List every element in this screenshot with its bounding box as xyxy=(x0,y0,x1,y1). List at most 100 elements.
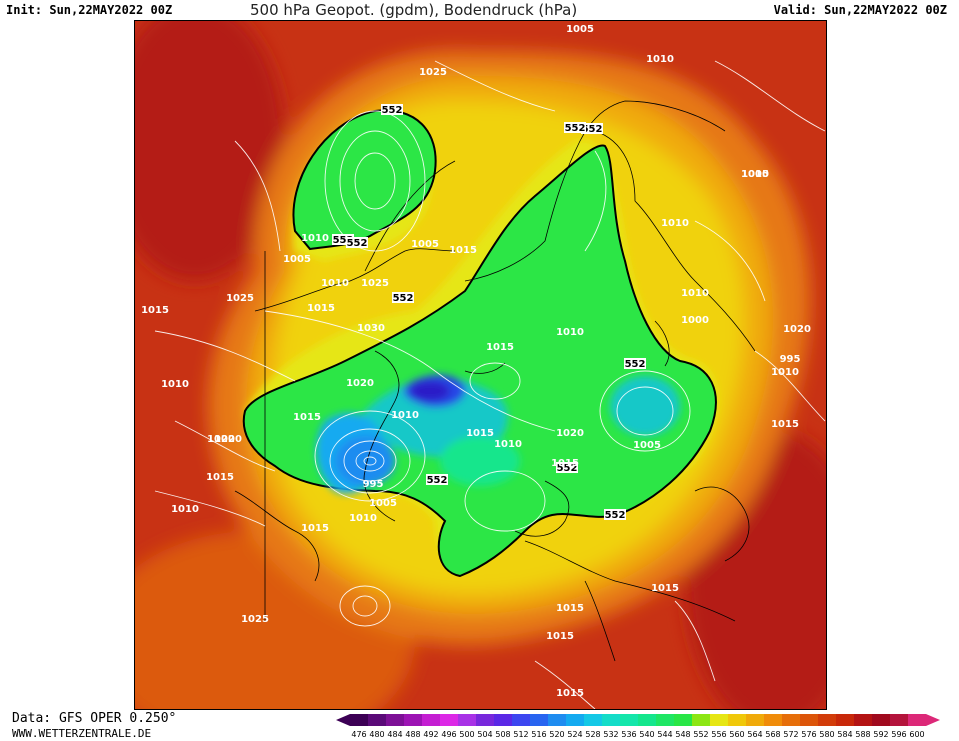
colorbar-tick-label: 496 xyxy=(441,730,456,739)
isobar-label: 1025 xyxy=(241,614,269,625)
colorbar-tick-label: 540 xyxy=(639,730,654,739)
colorbar-tick-label: 536 xyxy=(621,730,636,739)
isobar-label: 1025 xyxy=(361,278,389,289)
colorbar-tick-label: 532 xyxy=(603,730,618,739)
colorbar-swatch xyxy=(404,714,422,726)
colorbar-swatch xyxy=(386,714,404,726)
colorbar-tick-label: 548 xyxy=(675,730,690,739)
data-source-label: Data: GFS OPER 0.250° xyxy=(12,711,177,726)
colorbar-tick-label: 556 xyxy=(711,730,726,739)
colorbar-arrow-low xyxy=(336,714,350,726)
colorbar-tick-label: 528 xyxy=(585,730,600,739)
isobar-label: 1015 xyxy=(771,419,799,430)
isobar-label: 1010 xyxy=(321,278,349,289)
svg-text:552: 552 xyxy=(347,238,368,249)
colorbar-swatch xyxy=(584,714,602,726)
isobar-label: 1015 xyxy=(301,523,329,534)
colorbar-swatch xyxy=(800,714,818,726)
colorbar-tick-label: 576 xyxy=(801,730,816,739)
isobar-label: 1020 xyxy=(346,378,374,389)
isobar-label: 1015 xyxy=(307,303,335,314)
colorbar-swatch xyxy=(782,714,800,726)
colorbar-tick-label: 520 xyxy=(549,730,564,739)
isobar-label: 1015 xyxy=(466,428,494,439)
svg-text:552: 552 xyxy=(565,123,586,134)
colorbar-tick-label: 492 xyxy=(423,730,438,739)
colorbar-tick-label: 476 xyxy=(351,730,366,739)
svg-text:552: 552 xyxy=(625,359,646,370)
geopotential-contour-label: 552 xyxy=(604,509,626,521)
isobar-label: 1015 xyxy=(293,412,321,423)
isobar-label: 1025 xyxy=(419,67,447,78)
svg-text:552: 552 xyxy=(333,235,354,246)
colorbar-swatch xyxy=(458,714,476,726)
colorbar-arrow-high xyxy=(926,714,940,726)
svg-text:552: 552 xyxy=(557,463,578,474)
colorbar-swatch xyxy=(476,714,494,726)
isobar-label: 1015 xyxy=(556,603,584,614)
geopotential-color-field xyxy=(135,21,826,709)
weather-map: 552 552 552 552 552 552 552 552 552 552 1005 1010 1… xyxy=(134,20,827,710)
isobar-label: 1005 xyxy=(633,440,661,451)
colorbar-tick-label: 512 xyxy=(513,730,528,739)
colorbar-swatch xyxy=(890,714,908,726)
colorbar-tick-label: 564 xyxy=(747,730,762,739)
colorbar-tick-label: 500 xyxy=(459,730,474,739)
isobars xyxy=(154,60,826,709)
colorbar-swatch xyxy=(440,714,458,726)
isobar-label: 1020 xyxy=(214,434,242,445)
colorbar-swatch xyxy=(710,714,728,726)
colorbar-swatch xyxy=(548,714,566,726)
colorbar-swatch xyxy=(818,714,836,726)
isobar-label: 1010 xyxy=(494,439,522,450)
isobar-label: 1005 xyxy=(283,254,311,265)
colorbar-swatch xyxy=(656,714,674,726)
geopotential-contour-label: 552 xyxy=(392,292,414,304)
colorbar-swatch xyxy=(746,714,764,726)
isobar-label: 1010 xyxy=(646,54,674,65)
isobar-label: 1010 xyxy=(661,218,689,229)
init-time-label: Init: Sun,22MAY2022 00Z xyxy=(6,3,173,17)
isobar-label: 1010 xyxy=(161,379,189,390)
isobar-label: 1015 xyxy=(556,688,584,699)
colorbar-swatch xyxy=(566,714,584,726)
colorbar-swatch xyxy=(422,714,440,726)
colorbar-tick-label: 524 xyxy=(567,730,582,739)
isobar-label: 1015 xyxy=(141,305,169,316)
colorbar-swatch xyxy=(872,714,890,726)
valid-time-label: Valid: Sun,22MAY2022 00Z xyxy=(773,3,947,17)
isobar-label: 1020 xyxy=(207,434,235,445)
isobar-label: 1015 xyxy=(206,472,234,483)
colorbar-swatch xyxy=(638,714,656,726)
colorbar: 476 480 484 488 492 496 500 504 508 512 516 520 524 5… xyxy=(336,714,940,739)
svg-text:552: 552 xyxy=(605,510,626,521)
geopotential-contour-label: 552 xyxy=(426,474,448,486)
isobar-label: 1010 xyxy=(301,233,329,244)
colorbar-swatch xyxy=(368,714,386,726)
colorbar-swatch xyxy=(512,714,530,726)
coastlines xyxy=(234,100,756,662)
colorbar-tick-label: 596 xyxy=(891,730,906,739)
colorbar-swatch xyxy=(350,714,368,726)
colorbar-tick-label: 560 xyxy=(729,730,744,739)
isobar-label: 1005 xyxy=(566,24,594,35)
isobar-label: 1010 xyxy=(349,513,377,524)
geopotential-contour-label: 552 xyxy=(556,462,578,474)
colorbar-tick-label: 572 xyxy=(783,730,798,739)
svg-text:552: 552 xyxy=(582,124,603,135)
geopotential-contour-label: 552 xyxy=(564,122,586,134)
colorbar-swatch xyxy=(692,714,710,726)
isobar-label: 1010 xyxy=(771,367,799,378)
colorbar-tick-label: 584 xyxy=(837,730,852,739)
isobar-label: 1015 xyxy=(449,245,477,256)
isobar-label: 995 xyxy=(363,479,384,490)
geopotential-contour-label: 552 xyxy=(581,123,603,135)
colorbar-swatch xyxy=(728,714,746,726)
geopotential-contour-label: 552 xyxy=(346,237,368,249)
isobar-label: 1005 xyxy=(741,169,769,180)
colorbar-tick-label: 488 xyxy=(405,730,420,739)
isobar-label: 1010 xyxy=(681,288,709,299)
colorbar-tick-label: 592 xyxy=(873,730,888,739)
isobar-label: 1020 xyxy=(783,324,811,335)
